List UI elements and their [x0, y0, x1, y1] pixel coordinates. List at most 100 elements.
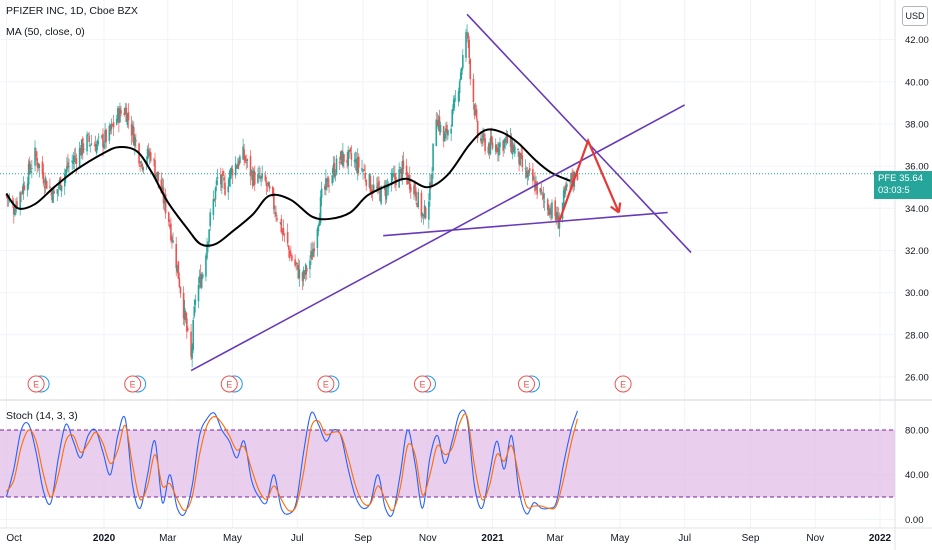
- candle-body: [127, 112, 130, 121]
- candle-body: [209, 212, 211, 227]
- x-tick-label: Sep: [354, 533, 372, 544]
- candle-body: [401, 161, 404, 178]
- candle-body: [49, 186, 51, 188]
- candle-body: [483, 133, 485, 138]
- candle-body: [400, 169, 403, 179]
- candle-body: [266, 182, 269, 185]
- earnings-marker[interactable]: [124, 375, 142, 393]
- candle-body: [554, 200, 556, 217]
- candle-body: [442, 126, 445, 142]
- ma-legend[interactable]: MA (50, close, 0): [6, 26, 85, 38]
- candle-body: [109, 125, 112, 132]
- candle-body: [361, 168, 363, 171]
- candle-body: [525, 170, 528, 178]
- candle-body: [78, 148, 81, 167]
- candle-body: [146, 148, 149, 160]
- candle-body: [213, 199, 216, 201]
- candle-body: [459, 72, 462, 80]
- candle-body: [29, 171, 32, 173]
- candle-body: [566, 183, 568, 187]
- candle-body: [495, 147, 498, 152]
- candle-body: [222, 170, 224, 176]
- candle-body: [38, 164, 41, 169]
- candle-body: [155, 174, 157, 178]
- candle-body: [555, 214, 558, 221]
- candle-body: [43, 185, 46, 188]
- candle-body: [484, 138, 486, 152]
- candle-body: [135, 139, 137, 142]
- candle-body: [236, 163, 239, 169]
- candle-body: [130, 124, 133, 136]
- candle-body: [334, 174, 337, 177]
- earnings-marker[interactable]: [27, 375, 45, 393]
- candle-body: [73, 155, 76, 162]
- candle-body: [97, 136, 100, 138]
- y-tick-label: 28.00: [905, 330, 929, 341]
- x-tick-label: 2022: [869, 533, 892, 544]
- candle-body: [22, 183, 25, 194]
- candle-body: [126, 113, 129, 125]
- candle-body: [480, 138, 482, 141]
- candle-body: [490, 135, 493, 143]
- candle-body: [291, 255, 293, 261]
- candle-body: [494, 144, 497, 152]
- candle-body: [132, 127, 135, 146]
- candle-body: [101, 135, 103, 138]
- trendline: [466, 13, 692, 254]
- earnings-marker[interactable]: [413, 375, 431, 393]
- earnings-marker[interactable]: [614, 375, 632, 393]
- candle-body: [261, 173, 263, 178]
- trendlines[interactable]: [190, 13, 692, 372]
- candle-body: [298, 269, 301, 279]
- candle-body: [104, 130, 106, 143]
- candle-body: [108, 125, 111, 141]
- candle-body: [67, 162, 69, 169]
- earnings-marker[interactable]: [317, 375, 335, 393]
- candle-body: [384, 187, 387, 196]
- ma-line: [5, 128, 571, 247]
- candle-body: [326, 178, 328, 182]
- candle-body: [214, 187, 217, 200]
- candle-body: [131, 125, 134, 134]
- candle-body: [462, 55, 464, 69]
- candle-body: [259, 175, 261, 180]
- candle-body: [227, 186, 230, 193]
- earnings-marker[interactable]: [518, 375, 536, 393]
- candle-body: [305, 267, 308, 272]
- candle-body: [118, 109, 120, 124]
- candle-body: [399, 167, 401, 168]
- candle-body: [57, 187, 60, 189]
- axes: 26.00 28.00 30.00 32.00 34.00 36.00 38.00 40.00…: [6, 35, 928, 544]
- candle-body: [324, 186, 326, 190]
- candle-body: [157, 171, 159, 182]
- arrow-head: [610, 205, 620, 214]
- candle-body: [119, 107, 121, 123]
- candle-body: [86, 134, 88, 152]
- candle-body: [526, 172, 529, 178]
- candle-body: [192, 319, 194, 351]
- candle-body: [391, 175, 394, 177]
- candle-body: [110, 123, 113, 130]
- candle-body: [408, 174, 411, 190]
- currency-button[interactable]: USD: [902, 6, 928, 26]
- earnings-marker[interactable]: [220, 375, 238, 393]
- candle-body: [487, 146, 490, 153]
- candle-body: [414, 182, 416, 195]
- projection-arrow[interactable]: [558, 137, 622, 222]
- candle-body: [497, 148, 499, 153]
- candle-body: [536, 181, 538, 195]
- candle-body: [564, 184, 567, 190]
- stoch-tick-label: 40.00: [905, 470, 929, 481]
- candle-body: [349, 148, 352, 152]
- candle-body: [120, 110, 122, 114]
- candle-body: [325, 178, 327, 190]
- candle-body: [253, 171, 256, 185]
- stoch-legend[interactable]: Stoch (14, 3, 3): [6, 410, 78, 422]
- candle-body: [453, 99, 456, 108]
- candle-body: [200, 275, 203, 288]
- candle-body: [16, 201, 18, 207]
- candle-body: [512, 144, 515, 152]
- candle-body: [28, 160, 31, 171]
